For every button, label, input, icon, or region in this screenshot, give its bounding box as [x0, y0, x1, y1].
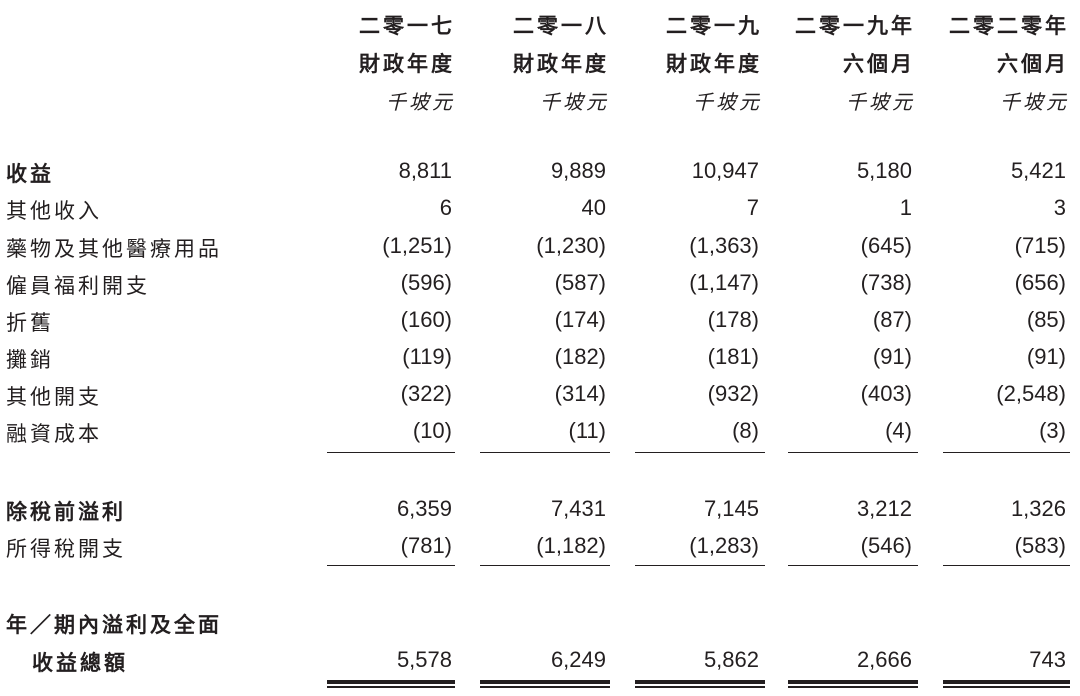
column-header-period-type: 六個月	[843, 52, 915, 76]
row-value: (91)	[872, 344, 912, 369]
row-label: 年／期內溢利及全面	[6, 613, 222, 637]
total-double-rule	[635, 680, 765, 688]
column-header-period: 二零一七	[359, 14, 455, 38]
row-value: (645)	[860, 233, 912, 258]
subtotal-rule	[327, 452, 455, 453]
row-value: 7	[746, 195, 759, 220]
row-value: 40	[581, 195, 606, 220]
row-value: 6,359	[396, 496, 452, 521]
row-label: 收益	[6, 162, 54, 186]
column-header-unit: 千坡元	[693, 90, 762, 114]
row-value: 1	[899, 195, 912, 220]
row-value: (583)	[1014, 533, 1066, 558]
row-value: (119)	[402, 344, 452, 369]
column-header-period-type: 財政年度	[666, 52, 762, 76]
subtotal-rule	[327, 565, 455, 566]
row-value: (181)	[707, 344, 759, 369]
column-header-unit: 千坡元	[846, 90, 915, 114]
row-label: 攤銷	[6, 348, 54, 372]
row-label: 藥物及其他醫療用品	[6, 237, 222, 261]
total-double-rule	[480, 680, 610, 688]
row-value: 8,811	[398, 158, 452, 183]
row-label: 融資成本	[6, 422, 102, 446]
column-header-unit: 千坡元	[1000, 90, 1069, 114]
row-value: 3	[1053, 195, 1066, 220]
row-value: (87)	[872, 307, 912, 332]
row-value: (932)	[707, 381, 759, 406]
row-value: (3)	[1039, 418, 1066, 443]
subtotal-rule	[788, 565, 918, 566]
row-value: (174)	[554, 307, 606, 332]
row-value: (314)	[554, 381, 606, 406]
row-value: (546)	[860, 533, 912, 558]
row-value: 7,431	[550, 496, 606, 521]
row-value: (403)	[860, 381, 912, 406]
row-label: 折舊	[6, 311, 54, 335]
row-value: (596)	[400, 270, 452, 295]
row-value: (85)	[1026, 307, 1066, 332]
row-label: 除稅前溢利	[6, 500, 126, 524]
subtotal-rule	[788, 452, 918, 453]
row-value: 7,145	[703, 496, 759, 521]
row-value: 5,578	[396, 647, 452, 672]
row-value: 1,326	[1010, 496, 1066, 521]
row-label: 其他開支	[6, 385, 102, 409]
row-value: 743	[1029, 647, 1066, 672]
column-header-period: 二零二零年	[949, 14, 1069, 38]
row-value: 5,180	[856, 158, 912, 183]
row-value: 5,421	[1010, 158, 1066, 183]
row-value: (587)	[554, 270, 606, 295]
subtotal-rule	[635, 565, 765, 566]
row-value: 6,249	[550, 647, 606, 672]
row-value: (182)	[554, 344, 606, 369]
column-header-period-type: 財政年度	[359, 52, 455, 76]
row-value: 2,666	[856, 647, 912, 672]
row-value: (1,182)	[536, 533, 606, 558]
row-label: 收益總額	[32, 651, 128, 675]
subtotal-rule	[943, 565, 1070, 566]
subtotal-rule	[480, 452, 610, 453]
row-value: (2,548)	[996, 381, 1066, 406]
row-value: 9,889	[550, 158, 606, 183]
row-value: (1,251)	[382, 233, 452, 258]
row-value: 10,947	[691, 158, 759, 183]
column-header-period: 二零一八	[513, 14, 609, 38]
row-value: (738)	[860, 270, 912, 295]
row-value: (4)	[885, 418, 912, 443]
row-value: (8)	[732, 418, 759, 443]
row-value: (1,283)	[689, 533, 759, 558]
row-value: 3,212	[856, 496, 912, 521]
column-header-period-type: 財政年度	[513, 52, 609, 76]
subtotal-rule	[635, 452, 765, 453]
column-header-unit: 千坡元	[540, 90, 609, 114]
column-header-unit: 千坡元	[386, 90, 455, 114]
row-value: 5,862	[703, 647, 759, 672]
row-value: (160)	[400, 307, 452, 332]
row-value: (322)	[400, 381, 452, 406]
row-value: (10)	[412, 418, 452, 443]
row-value: (715)	[1014, 233, 1066, 258]
column-header-period-type: 六個月	[997, 52, 1069, 76]
row-label: 僱員福利開支	[6, 274, 150, 298]
total-double-rule	[327, 680, 455, 688]
subtotal-rule	[943, 452, 1070, 453]
row-value: (1,363)	[689, 233, 759, 258]
column-header-period: 二零一九	[666, 14, 762, 38]
total-double-rule	[788, 680, 918, 688]
row-value: 6	[439, 195, 452, 220]
row-value: (656)	[1014, 270, 1066, 295]
column-header-period: 二零一九年	[795, 14, 915, 38]
row-label: 所得稅開支	[6, 537, 126, 561]
row-value: (1,147)	[689, 270, 759, 295]
row-value: (91)	[1026, 344, 1066, 369]
row-value: (11)	[568, 418, 607, 443]
row-value: (178)	[707, 307, 759, 332]
row-label: 其他收入	[6, 199, 102, 223]
total-double-rule	[943, 680, 1070, 688]
row-value: (781)	[400, 533, 452, 558]
subtotal-rule	[480, 565, 610, 566]
row-value: (1,230)	[536, 233, 606, 258]
